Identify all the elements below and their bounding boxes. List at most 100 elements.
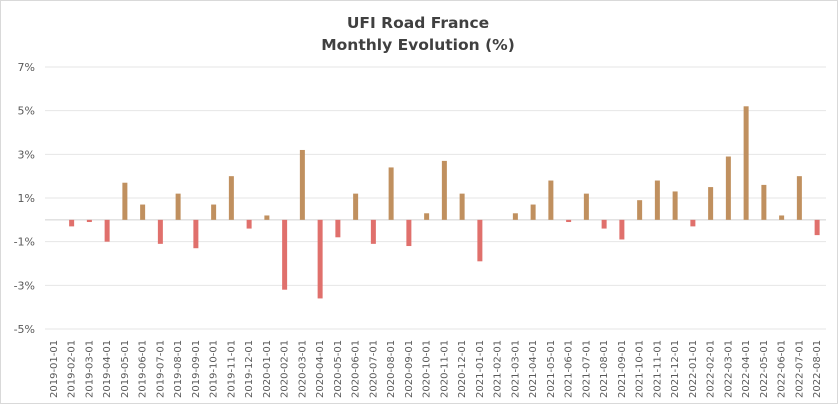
x-tick-label: 2019-05-01: [120, 340, 131, 398]
bar: [708, 187, 714, 220]
bar: [459, 193, 465, 220]
x-tick-label: 2019-02-01: [67, 340, 78, 398]
bar: [264, 215, 270, 220]
x-tick-label: 2022-05-01: [759, 340, 770, 398]
bar: [441, 160, 447, 220]
x-tick-label: 2021-07-01: [581, 340, 592, 398]
chart-title: UFI Road France Monthly Evolution (%): [0, 12, 836, 56]
bar: [619, 219, 625, 240]
bar: [743, 106, 749, 220]
bar: [672, 191, 678, 220]
x-tick-label: 2020-04-01: [315, 340, 326, 398]
x-tick-label: 2022-08-01: [812, 340, 823, 398]
bar: [175, 193, 181, 220]
x-tick-label: 2020-08-01: [386, 340, 397, 398]
x-tick-label: 2019-08-01: [173, 340, 184, 398]
bar: [601, 219, 607, 229]
x-tick-label: 2021-04-01: [528, 340, 539, 398]
bar: [654, 180, 660, 220]
bar: [246, 219, 252, 229]
bars: [69, 106, 820, 299]
bar: [512, 213, 518, 220]
bar: [370, 219, 376, 244]
y-tick-label: -1%: [14, 236, 35, 249]
x-tick-label: 2021-10-01: [635, 340, 646, 398]
bar: [122, 182, 128, 220]
bar: [779, 215, 785, 220]
x-tick-label: 2022-07-01: [794, 340, 805, 398]
x-tick-label: 2019-07-01: [155, 340, 166, 398]
bar: [406, 219, 412, 247]
x-tick-label: 2019-09-01: [191, 340, 202, 398]
y-tick-label: -5%: [14, 323, 35, 336]
x-tick-label: 2020-12-01: [457, 340, 468, 398]
x-axis-ticks: 2019-01-01 2019-02-01 2019-03-01 2019-04-01…: [49, 340, 823, 398]
x-tick-label: 2019-11-01: [226, 340, 237, 398]
x-tick-label: 2020-06-01: [351, 340, 362, 398]
bar: [140, 204, 146, 220]
bar: [583, 193, 589, 220]
y-axis-ticks: 7% 5% 3% 1% -1% -3% -5%: [14, 61, 35, 336]
x-tick-label: 2021-12-01: [670, 340, 681, 398]
x-tick-label: 2020-02-01: [280, 340, 291, 398]
bar: [104, 219, 110, 242]
x-tick-label: 2019-10-01: [209, 340, 220, 398]
x-tick-label: 2020-01-01: [262, 340, 273, 398]
x-tick-label: 2020-09-01: [404, 340, 415, 398]
y-tick-label: 5%: [18, 105, 35, 118]
bar: [299, 149, 305, 220]
bar: [477, 219, 483, 262]
bar: [69, 219, 75, 227]
x-tick-label: 2022-01-01: [688, 340, 699, 398]
bar: [388, 167, 394, 220]
bar: [530, 204, 536, 220]
gridlines: [45, 66, 826, 330]
bar: [228, 176, 234, 220]
bar: [814, 219, 820, 236]
bar: [335, 219, 341, 238]
x-tick-label: 2020-10-01: [422, 340, 433, 398]
bar: [193, 219, 199, 249]
y-tick-label: 3%: [18, 148, 35, 161]
bar: [796, 176, 802, 220]
x-tick-label: 2020-03-01: [297, 340, 308, 398]
x-tick-label: 2021-01-01: [475, 340, 486, 398]
x-tick-label: 2019-06-01: [138, 340, 149, 398]
x-tick-label: 2021-03-01: [510, 340, 521, 398]
bar: [566, 219, 572, 223]
bar: [761, 184, 767, 220]
y-tick-label: -3%: [14, 279, 35, 292]
bar: [86, 219, 92, 223]
bar: [690, 219, 696, 227]
x-tick-label: 2021-05-01: [546, 340, 557, 398]
y-tick-label: 1%: [18, 192, 35, 205]
bar: [424, 213, 430, 220]
x-tick-label: 2020-05-01: [333, 340, 344, 398]
bar: [157, 219, 163, 244]
bar: [353, 193, 359, 220]
x-tick-label: 2019-12-01: [244, 340, 255, 398]
bar: [282, 219, 288, 290]
x-tick-label: 2022-03-01: [723, 340, 734, 398]
bar: [725, 156, 731, 220]
x-tick-label: 2022-04-01: [741, 340, 752, 398]
chart-title-line2: Monthly Evolution (%): [321, 36, 515, 54]
x-tick-label: 2021-06-01: [564, 340, 575, 398]
x-tick-label: 2021-09-01: [617, 340, 628, 398]
chart-title-line1: UFI Road France: [346, 14, 490, 32]
x-tick-label: 2021-02-01: [493, 340, 504, 398]
bar: [548, 180, 554, 220]
bar: [317, 219, 323, 299]
x-tick-label: 2019-04-01: [102, 340, 113, 398]
x-tick-label: 2022-06-01: [777, 340, 788, 398]
x-tick-label: 2021-08-01: [599, 340, 610, 398]
x-tick-label: 2019-01-01: [49, 340, 60, 398]
bar: [637, 200, 643, 220]
x-tick-label: 2019-03-01: [84, 340, 95, 398]
x-tick-label: 2020-11-01: [439, 340, 450, 398]
bar: [211, 204, 217, 220]
x-tick-label: 2021-11-01: [652, 340, 663, 398]
x-tick-label: 2022-02-01: [706, 340, 717, 398]
y-tick-label: 7%: [18, 61, 35, 74]
